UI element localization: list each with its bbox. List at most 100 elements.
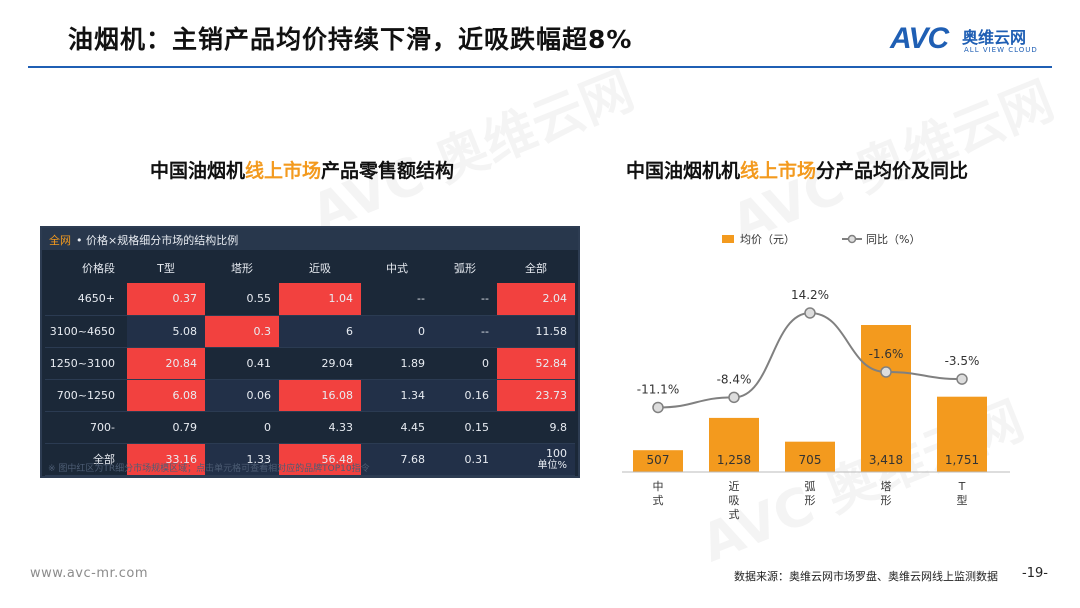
table-cell[interactable]: 0.55 — [205, 283, 279, 316]
logo-wordmark: AVC — [890, 22, 949, 55]
table-cell[interactable]: 16.08 — [279, 379, 361, 412]
market-structure-table: 价格段 T型 塔形 近吸 中式 弧形 全部 4650+ 0.37 0.55 1.04 -- -- 2.0… — [45, 253, 575, 476]
table-cell[interactable]: 11.58 — [497, 315, 575, 348]
table-cell[interactable]: 1.34 — [361, 379, 433, 412]
page-number: -19- — [1022, 566, 1048, 581]
table-cell[interactable]: 56.48 — [279, 443, 361, 476]
table-cell[interactable]: -- — [361, 283, 433, 316]
column-header: 塔形 — [231, 262, 253, 275]
panel-header: 全网 • 价格×规格细分市场的结构比例 — [42, 228, 578, 250]
right-title-prefix: 中国油烟机机 — [626, 160, 741, 182]
table-cell[interactable]: 20.84 — [127, 347, 205, 380]
data-source-note: 数据来源：奥维云网市场罗盘、奥维云网线上监测数据 — [734, 570, 998, 583]
table-cell[interactable]: 4.33 — [279, 411, 361, 444]
table-cell[interactable]: 1.33 — [205, 443, 279, 476]
bar-value-label: 1,751 — [945, 453, 979, 467]
yoy-line — [657, 311, 963, 409]
table-cell[interactable]: 1.89 — [361, 347, 433, 380]
table-cell[interactable]: 5.08 — [127, 315, 205, 348]
row-label: 700~1250 — [45, 379, 127, 412]
left-title-highlight: 线上市场 — [245, 160, 322, 182]
column-header: 中式 — [386, 262, 408, 275]
logo-english-name: ALL VIEW CLOUD — [964, 46, 1038, 54]
table-cell[interactable]: 100 单位% — [497, 443, 575, 476]
yoy-value-label: -11.1% — [637, 382, 679, 396]
column-header: T型 — [157, 262, 175, 275]
column-header: 全部 — [525, 262, 547, 275]
table-row: 3100~4650 5.08 0.3 6 0 -- 11.58 — [45, 315, 575, 348]
yoy-value-label: -3.5% — [945, 354, 980, 368]
row-label: 全部 — [45, 443, 127, 476]
table-cell[interactable]: 6.08 — [127, 379, 205, 412]
table-cell[interactable]: 0 — [361, 315, 433, 348]
x-tick-label: 近吸式 — [729, 480, 740, 521]
table-cell[interactable]: 0.3 — [205, 315, 279, 348]
table-cell[interactable]: 0.06 — [205, 379, 279, 412]
table-row: 700~1250 6.08 0.06 16.08 1.34 0.16 23.73 — [45, 379, 575, 412]
table-cell[interactable]: 0 — [205, 411, 279, 444]
table-cell[interactable]: 2.04 — [497, 283, 575, 316]
right-title-highlight: 线上市场 — [740, 160, 817, 182]
yoy-point — [652, 401, 664, 414]
table-cell[interactable]: 0 — [433, 347, 497, 380]
bar-value-label: 507 — [647, 453, 670, 467]
table-cell[interactable]: 9.8 — [497, 411, 575, 444]
legend-label-bar: 均价（元） — [740, 233, 795, 246]
table-cell[interactable]: 0.15 — [433, 411, 497, 444]
table-cell[interactable]: 29.04 — [279, 347, 361, 380]
table-cell[interactable]: 7.68 — [361, 443, 433, 476]
table-cell[interactable]: -- — [433, 315, 497, 348]
avc-logo: AVC 奥维云网 ALL VIEW CLOUD — [890, 22, 1060, 58]
table-row: 全部 33.16 1.33 56.48 7.68 0.31 100 单位% — [45, 443, 575, 476]
table-row: 4650+ 0.37 0.55 1.04 -- -- 2.04 — [45, 283, 575, 316]
bar-value-label: 1,258 — [717, 453, 751, 467]
yoy-point — [804, 307, 816, 319]
table-row: 700- 0.79 0 4.33 4.45 0.15 9.8 — [45, 411, 575, 444]
header: 油烟机：主销产品均价持续下滑，近吸跌幅超8% AVC 奥维云网 ALL VIEW… — [0, 0, 1080, 68]
header-divider — [28, 66, 1052, 68]
table-cell[interactable]: 52.84 — [497, 347, 575, 380]
table-cell[interactable]: 23.73 — [497, 379, 575, 412]
table-cell[interactable]: -- — [433, 283, 497, 316]
row-label: 4650+ — [45, 283, 127, 316]
yoy-point — [880, 366, 892, 378]
scope-tag[interactable]: 全网 — [49, 234, 71, 247]
logo-chinese-name: 奥维云网 — [962, 28, 1027, 47]
right-title-suffix: 分产品均价及同比 — [816, 160, 969, 182]
bar-value-label: 3,418 — [869, 453, 903, 467]
yoy-value-label: -8.4% — [717, 372, 752, 386]
column-header: 弧形 — [454, 262, 476, 275]
table-cell[interactable]: 0.37 — [127, 283, 205, 316]
page-title: 油烟机：主销产品均价持续下滑，近吸跌幅超8% — [68, 25, 633, 54]
x-tick-label: 弧形 — [805, 479, 816, 507]
right-section-title: 中国油烟机机线上市场分产品均价及同比 — [626, 156, 968, 183]
yoy-value-label: 14.2% — [791, 288, 829, 302]
table-cell[interactable]: 1.04 — [279, 283, 361, 316]
table-footnote: ※ 图中红区为TR细分市场规模区域；点击单元格可查看相对应的品牌TOP10指令 — [48, 464, 370, 474]
row-label: 700- — [45, 411, 127, 444]
table-cell[interactable]: 0.41 — [205, 347, 279, 380]
table-row: 1250~3100 20.84 0.41 29.04 1.89 0 52.84 — [45, 347, 575, 380]
legend-swatch-bar — [722, 235, 734, 243]
table-cell[interactable]: 0.16 — [433, 379, 497, 412]
left-title-prefix: 中国油烟机 — [150, 160, 246, 182]
bar — [937, 396, 987, 472]
unit-note: 单位% — [537, 460, 567, 471]
table-cell[interactable]: 0.31 — [433, 443, 497, 476]
table-header-row: 价格段 T型 塔形 近吸 中式 弧形 全部 — [45, 253, 575, 283]
row-label: 3100~4650 — [45, 315, 127, 348]
legend-marker-line — [847, 234, 857, 244]
legend-label-line: 同比（%） — [866, 233, 920, 246]
bar-value-label: 705 — [799, 453, 822, 467]
table-cell[interactable]: 33.16 — [127, 443, 205, 476]
table-cell[interactable]: 6 — [279, 315, 361, 348]
left-section-title: 中国油烟机线上市场产品零售额结构 — [150, 156, 454, 183]
panel-title: • 价格×规格细分市场的结构比例 — [76, 234, 239, 247]
table-cell[interactable]: 4.45 — [361, 411, 433, 444]
avg-price-chart: 均价（元） 同比（%） 507 1,258 705 3,418 1,751 中式 近吸式 弧形 塔形… — [622, 233, 1010, 521]
bar — [785, 441, 835, 472]
bar — [633, 450, 683, 472]
footer-url[interactable]: www.avc-mr.com — [30, 566, 149, 581]
row-label: 1250~3100 — [45, 347, 127, 380]
table-cell[interactable]: 0.79 — [127, 411, 205, 444]
